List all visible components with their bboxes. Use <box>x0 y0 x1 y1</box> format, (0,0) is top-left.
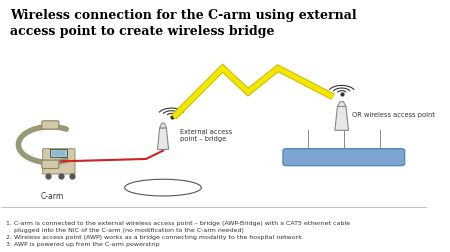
Text: Crossover cable: Crossover cable <box>136 185 190 191</box>
Text: Wireless connection for the C-arm using external
access point to create wireless: Wireless connection for the C-arm using … <box>10 9 356 38</box>
Bar <box>50 149 68 156</box>
Polygon shape <box>160 123 166 128</box>
Polygon shape <box>335 106 348 130</box>
FancyBboxPatch shape <box>283 149 405 166</box>
Text: OR wireless access point: OR wireless access point <box>352 112 435 118</box>
Polygon shape <box>158 128 169 149</box>
Text: External access
point – bridge: External access point – bridge <box>180 129 232 142</box>
Bar <box>53 151 65 156</box>
Polygon shape <box>338 102 346 106</box>
FancyBboxPatch shape <box>42 160 59 169</box>
FancyBboxPatch shape <box>42 121 59 129</box>
FancyBboxPatch shape <box>43 149 75 174</box>
Ellipse shape <box>125 179 201 196</box>
Text: Hospital network: Hospital network <box>307 153 381 162</box>
Text: C-arm: C-arm <box>41 192 64 201</box>
Text: 1. C-arm is connected to the external wireless access point – bridge (AWP-Bridge: 1. C-arm is connected to the external wi… <box>6 221 350 247</box>
